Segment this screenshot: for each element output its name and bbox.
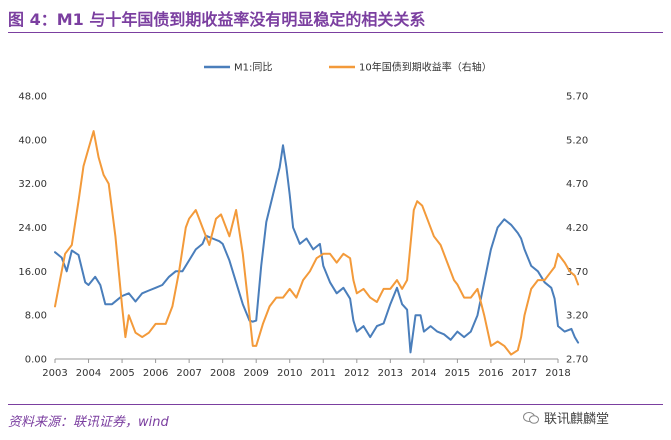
chart-title: 图 4：M1 与十年国债到期收益率没有明显稳定的相关关系 [8, 10, 426, 29]
chart-legend: M1:同比 10年国债到期收益率（右轴） [204, 61, 492, 74]
x-tick-label: 2018 [545, 368, 570, 379]
x-tick-label: 2004 [76, 368, 101, 379]
y-left-tick-label: 32.00 [18, 179, 47, 190]
y-left-tick-label: 0.00 [25, 355, 47, 366]
x-tick-label: 2008 [210, 368, 235, 379]
legend-label: M1:同比 [234, 62, 272, 74]
y-right-tick-label: 3.70 [566, 267, 588, 278]
x-tick-label: 2009 [243, 368, 268, 379]
x-tick-label: 2005 [109, 368, 134, 379]
y-right-tick-label: 4.70 [566, 179, 588, 190]
x-tick-label: 2017 [512, 368, 537, 379]
y-left-tick-label: 48.00 [18, 92, 47, 103]
series-line-m1-yoy [54, 144, 580, 354]
source-note: 资料来源：联讯证券，wind [8, 415, 169, 430]
title-divider [8, 32, 663, 33]
y-right-tick-label: 4.20 [566, 223, 588, 234]
y-right-tick-label: 5.70 [566, 92, 588, 103]
y-left-tick-label: 24.00 [18, 223, 47, 234]
series-line-bond-yield-10y [54, 130, 580, 356]
y-left-tick-label: 16.00 [18, 267, 47, 278]
y-right-tick-label: 5.20 [566, 135, 588, 146]
watermark: 联讯麒麟堂 [523, 408, 609, 427]
legend-label: 10年国债到期收益率（右轴） [359, 61, 492, 74]
chart-axes: 2003 2004 2005 2006 2007 2008 2009 2010 2011 2012… [18, 92, 588, 380]
watermark-text: 联讯麒麟堂 [544, 412, 610, 427]
x-tick-label: 2006 [143, 368, 168, 379]
x-tick-label: 2014 [411, 368, 436, 379]
x-tick-label: 2012 [344, 368, 369, 379]
y-left-tick-label: 8.00 [25, 311, 47, 322]
line-chart: 2003 2004 2005 2006 2007 2008 2009 2010 2011 2012… [18, 61, 588, 380]
y-right-tick-label: 2.70 [566, 355, 588, 366]
x-tick-label: 2003 [42, 368, 67, 379]
y-right-tick-label: 3.20 [566, 311, 588, 322]
x-tick-label: 2016 [478, 368, 503, 379]
y-left-tick-label: 40.00 [18, 135, 47, 146]
x-tick-label: 2007 [176, 368, 201, 379]
x-tick-label: 2013 [378, 368, 403, 379]
x-tick-label: 2010 [277, 368, 302, 379]
wechat-icon [523, 411, 539, 424]
x-tick-label: 2011 [311, 368, 336, 379]
x-tick-label: 2015 [445, 368, 470, 379]
series-layer [54, 130, 580, 356]
source-divider [8, 404, 663, 405]
